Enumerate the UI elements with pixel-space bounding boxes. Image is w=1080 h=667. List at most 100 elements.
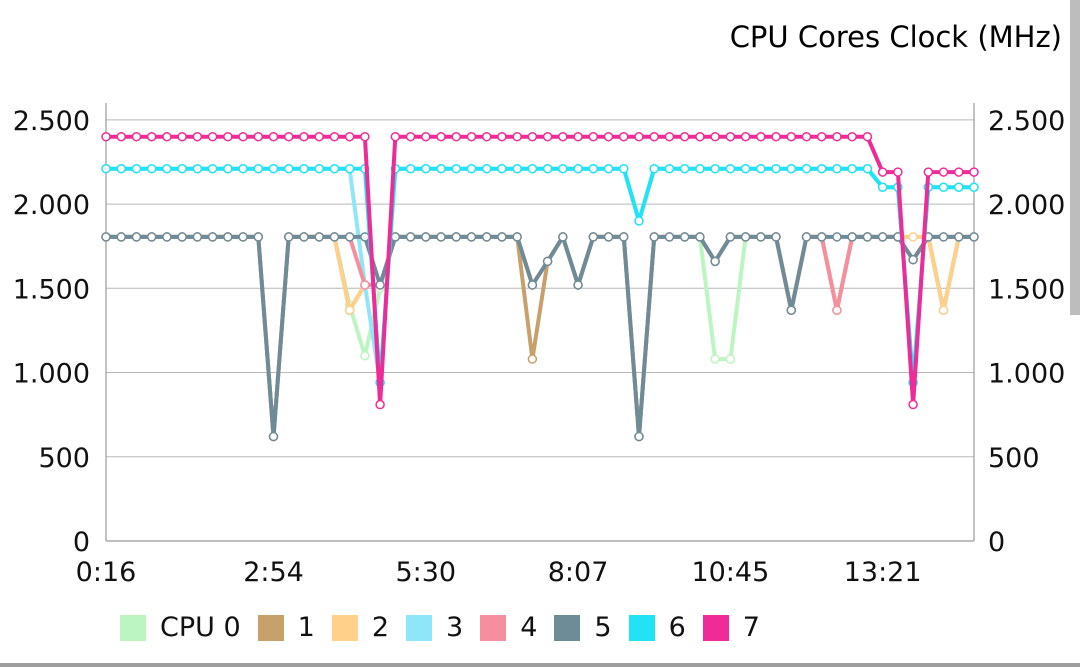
data-point (329, 232, 340, 242)
data-point (756, 232, 766, 242)
data-point (360, 280, 370, 290)
data-point (634, 131, 644, 142)
data-point (801, 131, 812, 142)
legend-label: 6 (668, 612, 686, 643)
data-point (908, 399, 918, 410)
data-point (360, 131, 370, 142)
data-point (405, 163, 416, 174)
data-point (192, 232, 203, 242)
data-point (497, 163, 507, 174)
y-tick-label-left: 1.000 (13, 359, 90, 390)
data-point (314, 163, 324, 174)
data-point (710, 131, 720, 142)
data-point (679, 131, 690, 142)
legend-item[interactable]: 6 (628, 612, 686, 643)
data-point (740, 232, 751, 242)
data-point (558, 232, 568, 242)
data-point (847, 232, 857, 242)
data-point (816, 131, 827, 142)
data-point (954, 182, 964, 192)
data-point (695, 163, 705, 174)
data-point (664, 163, 675, 174)
legend-item[interactable]: 1 (257, 612, 315, 643)
data-point (436, 232, 446, 242)
legend-label: 3 (446, 612, 464, 643)
legend-swatch (257, 614, 284, 641)
data-point (314, 131, 324, 142)
data-point (421, 163, 431, 174)
series-line (106, 234, 974, 439)
data-point (710, 256, 720, 267)
y-tick-label-right: 2.000 (988, 190, 1065, 221)
legend-label: 1 (297, 612, 315, 643)
data-point (283, 163, 294, 174)
data-point (771, 131, 781, 142)
data-point (877, 167, 888, 177)
data-point (893, 167, 903, 177)
data-point (847, 131, 857, 142)
legend-item[interactable]: 7 (702, 612, 760, 643)
data-point (268, 131, 279, 142)
data-point (527, 354, 538, 364)
data-point (283, 131, 294, 142)
data-point (466, 163, 477, 174)
legend-item[interactable]: 2 (331, 612, 389, 643)
data-point (619, 163, 629, 174)
data-point (558, 163, 568, 174)
legend-item[interactable]: CPU 0 (120, 612, 241, 643)
data-point (695, 232, 705, 242)
data-point (131, 131, 142, 142)
data-point (390, 131, 401, 142)
data-point (619, 131, 629, 142)
data-point (634, 431, 644, 442)
data-point (588, 232, 599, 242)
legend-item[interactable]: 3 (406, 612, 463, 643)
data-point (664, 131, 675, 142)
y-tick-label-right: 1.500 (988, 274, 1065, 305)
data-point (938, 167, 949, 177)
data-point (283, 232, 294, 242)
legend-swatch (628, 614, 655, 641)
data-point (649, 163, 659, 174)
data-point (649, 131, 659, 142)
data-point (451, 232, 461, 242)
grid-lines (106, 119, 974, 458)
data-point (573, 163, 583, 174)
data-point (116, 163, 126, 174)
data-point (603, 232, 614, 242)
data-point (801, 232, 812, 242)
data-point (436, 163, 446, 174)
legend-item[interactable]: 5 (554, 612, 612, 643)
data-point (481, 232, 492, 242)
y-tick-label-right: 0 (988, 527, 1005, 558)
data-point (177, 131, 187, 142)
data-point (329, 163, 340, 174)
data-point (710, 163, 720, 174)
chart-legend: CPU 0 1 2 3 4 5 6 7 (120, 612, 777, 643)
data-point (603, 163, 614, 174)
data-point (223, 163, 233, 174)
data-point (375, 399, 385, 410)
data-point (451, 163, 461, 174)
data-point (695, 131, 705, 142)
data-point (360, 350, 370, 361)
data-point (832, 131, 842, 142)
series-lines (101, 131, 979, 442)
data-point (314, 232, 324, 242)
x-tick-label: 8:07 (548, 557, 609, 588)
data-point (146, 131, 157, 142)
legend-item[interactable]: 4 (480, 612, 537, 643)
data-point (938, 232, 949, 242)
data-point (786, 131, 797, 142)
data-point (740, 131, 751, 142)
data-point (816, 232, 827, 242)
data-point (146, 163, 157, 174)
data-point (421, 232, 431, 242)
data-point (207, 131, 218, 142)
y-tick-label-left: 2.000 (13, 190, 90, 221)
data-point (162, 131, 172, 142)
data-point (481, 163, 492, 174)
scrollbar-thumb[interactable] (1070, 0, 1080, 315)
data-point (725, 232, 736, 242)
data-point (954, 232, 964, 242)
